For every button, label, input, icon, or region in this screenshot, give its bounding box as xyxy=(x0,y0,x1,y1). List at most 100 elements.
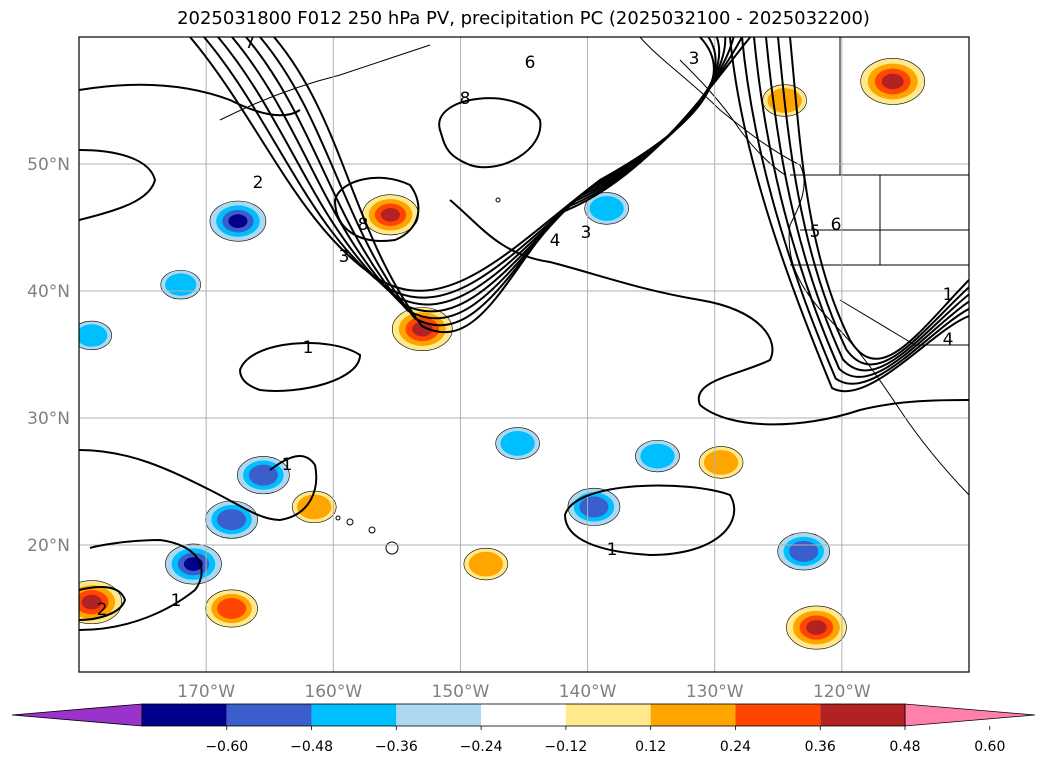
colorbar-tick-label-6: 0.24 xyxy=(720,739,751,755)
contour-label-8: 4 xyxy=(550,231,561,251)
pv-contour-trough-0 xyxy=(789,37,969,360)
contour-label-5: 2 xyxy=(97,600,108,620)
contour-label-9: 4 xyxy=(943,330,954,350)
pv-contours xyxy=(79,37,969,631)
colorbar-tick-label-7: 0.36 xyxy=(805,739,836,755)
colorbar-segment-6 xyxy=(650,704,736,726)
colorbar-tick-label-3: −0.24 xyxy=(460,739,503,755)
pv-contour-1-far-west xyxy=(79,149,157,221)
precip-region-18-level-1 xyxy=(165,273,197,296)
island-3 xyxy=(335,515,341,521)
pv-contour-trough-1 xyxy=(777,37,969,366)
pv-contour-trough-5 xyxy=(729,37,969,393)
precip-region-3-level-2 xyxy=(217,509,247,531)
lon-tick-label-150: 150°W xyxy=(432,682,490,702)
precip-region-19-level-1 xyxy=(79,324,108,347)
pv-contour-trough-4 xyxy=(741,37,969,385)
lon-tick-label-170: 170°W xyxy=(177,682,235,702)
contour-label-2: 1 xyxy=(607,540,618,560)
colorbar-segment-7 xyxy=(735,704,821,726)
lat-tick-label-20: 20°N xyxy=(27,536,70,556)
pv-contour-1-south xyxy=(79,538,203,631)
colorbar-segment-4 xyxy=(481,704,566,726)
precip-region-17-level-1 xyxy=(468,551,504,577)
colorbar-tick-label-4: −0.12 xyxy=(544,739,587,755)
precip-region-15-level-1 xyxy=(640,443,675,469)
lat-tick-label-40: 40°N xyxy=(27,282,70,302)
colorbar-tick-label-1: −0.48 xyxy=(290,739,333,755)
precip-region-5-level-3 xyxy=(228,214,248,229)
coastline-alaska-chain xyxy=(219,44,431,121)
island-0 xyxy=(385,541,399,555)
colorbar-tick-label-2: −0.36 xyxy=(375,739,418,755)
colorbar-segment-2 xyxy=(311,704,397,726)
colorbar-tick-label-5: 0.12 xyxy=(635,739,666,755)
colorbar-segment-5 xyxy=(565,704,651,726)
colorbar-frame xyxy=(141,703,906,727)
pv-contour-1-closed-b xyxy=(563,484,736,557)
pv-contour-1-north-west xyxy=(79,83,301,117)
lon-tick-label-140: 140°W xyxy=(559,682,617,702)
pv-contour-trough-2 xyxy=(765,37,969,372)
island-1 xyxy=(368,526,376,534)
lon-tick-label-130: 130°W xyxy=(686,682,744,702)
contour-label-10: 5 xyxy=(810,222,821,242)
colorbar-tick-label-9: 0.60 xyxy=(974,739,1005,755)
lat-tick-label-30: 30°N xyxy=(27,409,70,429)
precipitation-shading xyxy=(79,58,926,650)
pv-contour-trough-3 xyxy=(753,37,969,378)
colorbar-segment-0 xyxy=(142,704,227,726)
colorbar-segment-8 xyxy=(820,704,905,726)
contour-label-17: 2 xyxy=(253,173,264,193)
island-2 xyxy=(346,518,354,526)
chart-title: 2025031800 F012 250 hPa PV, precipitatio… xyxy=(177,8,870,29)
colorbar-segment-3 xyxy=(396,704,482,726)
island-4 xyxy=(495,197,501,203)
lat-tick-label-50: 50°N xyxy=(27,155,70,175)
precip-region-1-level-2 xyxy=(217,598,247,619)
precip-region-6-level-3 xyxy=(380,207,401,222)
lon-tick-label-120: 120°W xyxy=(813,682,871,702)
contour-label-14: 8 xyxy=(460,89,471,109)
colorbar-tick-label-8: 0.48 xyxy=(889,739,920,755)
pv-contour-1-closed-a xyxy=(238,342,362,392)
plot-frame xyxy=(78,36,970,673)
colorbar-segment-1 xyxy=(226,704,312,726)
contour-label-7: 3 xyxy=(581,223,592,243)
pv-contour-1-west xyxy=(79,449,318,522)
precip-region-12-level-2 xyxy=(789,540,819,562)
lon-tick-label-160: 160°W xyxy=(304,682,362,702)
colorbar-extend-max xyxy=(904,703,1036,727)
precip-region-7-level-3 xyxy=(412,321,433,337)
pv-contour-2-south xyxy=(79,586,127,621)
contour-label-15: 8 xyxy=(358,215,369,235)
colorbar: −0.60 −0.48 −0.36 −0.24 −0.12 0.12 0.24 0.36 0.4… xyxy=(11,703,1036,755)
colorbar-tick-label-0: −0.60 xyxy=(205,739,248,755)
precip-region-9-level-2 xyxy=(579,496,609,518)
contour-label-6: 3 xyxy=(339,247,350,267)
contour-label-16: 3 xyxy=(689,49,700,69)
pv-contour-ridge-6 xyxy=(273,37,752,334)
precip-region-8-level-1 xyxy=(589,196,624,221)
precip-region-16-level-1 xyxy=(297,494,332,520)
contour-label-13: 7 xyxy=(245,33,256,53)
contour-label-12: 6 xyxy=(831,215,842,235)
coastlines xyxy=(219,37,969,555)
contour-label-4: 1 xyxy=(943,285,954,305)
plot-area xyxy=(79,37,969,672)
precip-region-10-level-1 xyxy=(500,431,535,456)
pv-contour-1-east xyxy=(449,199,774,406)
border-states-3 xyxy=(839,299,969,346)
precip-region-13-level-3 xyxy=(806,620,827,635)
axis-labels: 20°N 30°N 40°N 50°N 170°W 160°W 150°W 140°W 130°… xyxy=(27,155,871,702)
precip-region-11-level-1 xyxy=(703,450,739,475)
precip-region-14-level-3 xyxy=(881,73,904,90)
contour-label-11: 6 xyxy=(525,53,536,73)
pv-contour-3-closed xyxy=(333,176,420,242)
contour-label-0: 1 xyxy=(303,338,314,358)
precip-region-0-level-3 xyxy=(81,594,102,610)
pv-contour-8-closed xyxy=(438,97,542,169)
colorbar-extend-min xyxy=(11,703,143,727)
